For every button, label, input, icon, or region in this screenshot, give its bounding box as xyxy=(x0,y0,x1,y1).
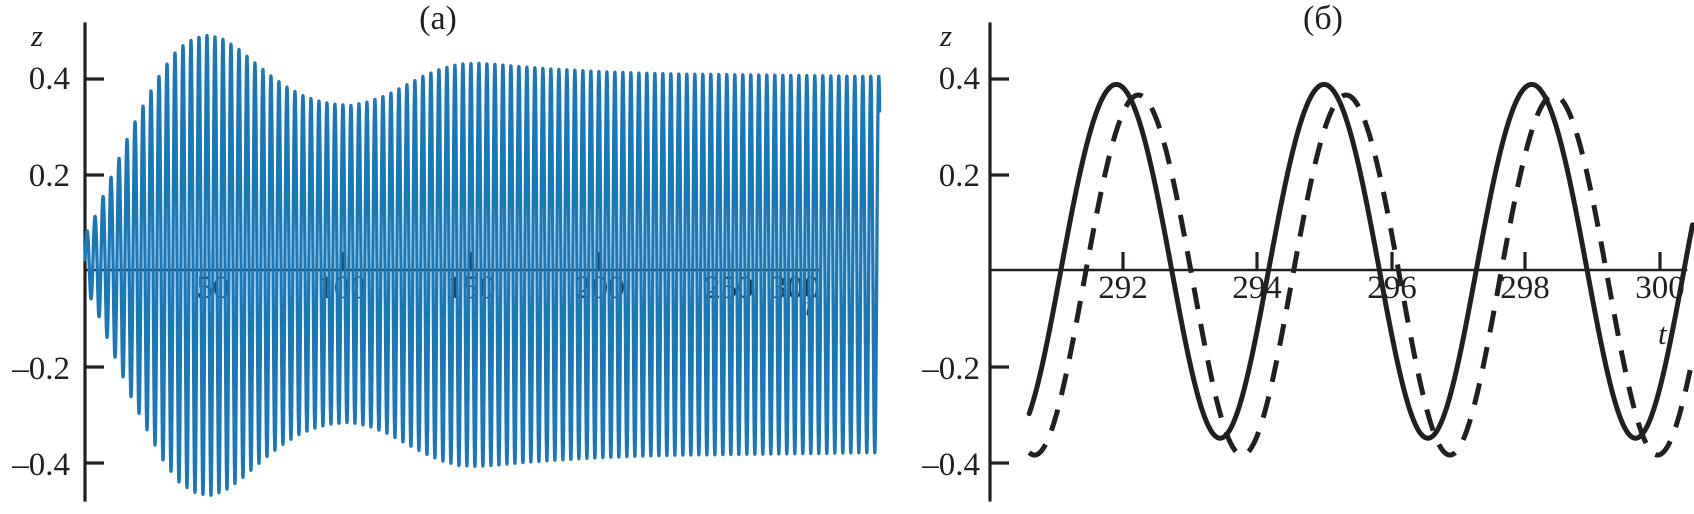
panel-a-ytick-neg0.4: –0.4 xyxy=(12,447,70,483)
panel-a-caption: (a) xyxy=(419,0,457,37)
panel-b-y-axis-label: z xyxy=(940,18,953,53)
panel-a-series-z xyxy=(83,33,882,497)
panel-b-ytick-neg0.2: –0.2 xyxy=(922,351,980,387)
panel-b-xtick-292: 292 xyxy=(1098,270,1148,306)
panel-b-x-axis-label: t xyxy=(1658,316,1667,351)
panel-b: (б) z t 0.4 0.2 –0.2 –0.4 292 294 296 29… xyxy=(860,0,1694,514)
panel-b-caption: (б) xyxy=(1303,0,1343,37)
panel-b-series-solid xyxy=(1026,81,1694,441)
panel-b-ytick-neg0.4: –0.4 xyxy=(922,447,980,483)
panel-b-xtick-294: 294 xyxy=(1232,270,1282,306)
panel-b-series-dashed xyxy=(1026,92,1694,458)
panel-b-axes xyxy=(988,22,1688,502)
panel-b-ytick-0.2: 0.2 xyxy=(938,158,980,194)
panel-b-plot xyxy=(988,22,1694,502)
panel-b-y-ticks xyxy=(990,77,1009,465)
panel-a-ytick-0.4: 0.4 xyxy=(28,61,70,97)
panel-a-plot xyxy=(83,22,882,502)
panel-a-ytick-neg0.2: –0.2 xyxy=(12,351,70,387)
panel-b-xtick-298: 298 xyxy=(1500,270,1550,306)
panel-b-ytick-0.4: 0.4 xyxy=(938,61,980,97)
panel-a-ytick-0.2: 0.2 xyxy=(28,158,70,194)
panel-b-x-ticks xyxy=(1121,252,1662,270)
panel-b-xtick-296: 296 xyxy=(1367,270,1417,306)
panel-a-y-axis-label: z xyxy=(31,18,44,53)
panel-a: (a) z t 0.4 0.2 –0.2 –0.4 50 100 150 200… xyxy=(12,0,882,502)
panel-a-y-ticks xyxy=(85,77,104,465)
